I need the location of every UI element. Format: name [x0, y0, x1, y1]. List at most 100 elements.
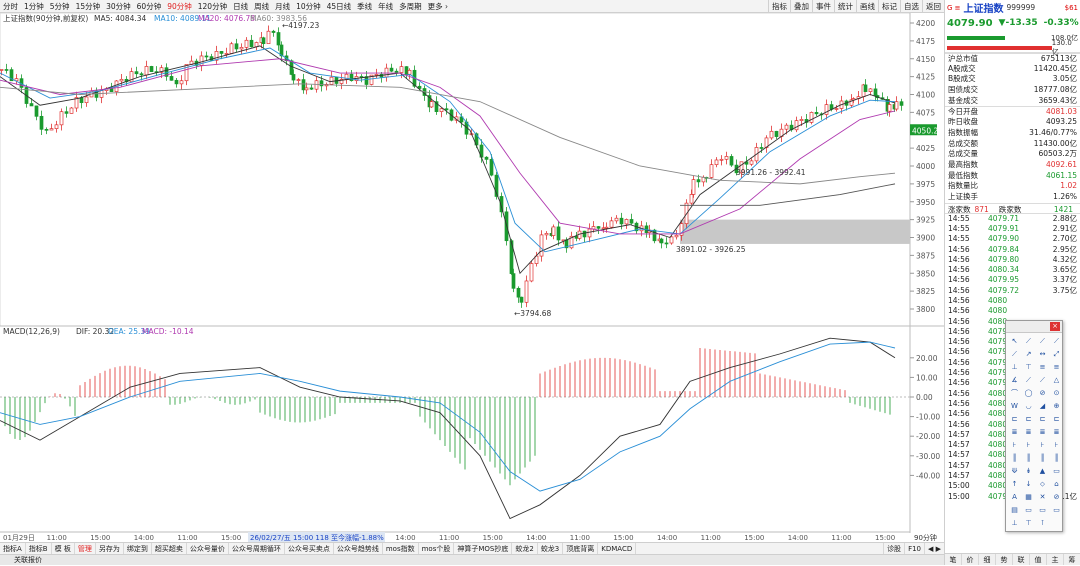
drawing-tool-icon[interactable]: ≣	[1011, 428, 1018, 436]
indicator-tab[interactable]: 模 板	[52, 542, 75, 555]
timeframe-tab[interactable]: 5分钟	[49, 1, 70, 11]
drawing-tool-icon[interactable]: ↔	[1039, 350, 1046, 358]
tool-button[interactable]: 标记	[878, 0, 900, 13]
timeframe-tab[interactable]: 90分钟	[167, 1, 192, 11]
indicator-tab[interactable]: 另存为	[96, 542, 124, 555]
drawing-tool-icon[interactable]: ≡	[1053, 363, 1060, 371]
drawing-tool-icon[interactable]: ▲	[1039, 467, 1046, 475]
drawing-tool-icon[interactable]: ↓	[1025, 480, 1032, 488]
timeframe-tab[interactable]: 30分钟	[106, 1, 131, 11]
quote-tab[interactable]: 联	[1013, 554, 1030, 565]
bottom-right-button[interactable]: ◀ ▶	[924, 543, 944, 555]
drawing-tool-icon[interactable]: ⊕	[1053, 402, 1060, 410]
drawing-tool-icon[interactable]: ✕	[1039, 493, 1046, 501]
timeframe-tab[interactable]: 年线	[378, 1, 394, 11]
drawing-tool-icon[interactable]: ⊥	[1011, 519, 1018, 527]
drawing-tool-icon[interactable]: ▦	[1025, 493, 1032, 501]
timeframe-tab[interactable]: 多周期	[399, 1, 422, 11]
indicator-tab[interactable]: 公众号买卖点	[285, 542, 334, 555]
quote-tab[interactable]: 势	[996, 554, 1013, 565]
drawing-tool-icon[interactable]: ⟋	[1040, 376, 1045, 384]
drawing-tool-icon[interactable]: ◢	[1039, 402, 1046, 410]
drawing-tool-icon[interactable]: ◯	[1024, 389, 1033, 397]
indicator-tab[interactable]: mos个股	[419, 542, 455, 555]
indicator-tab[interactable]: 公众号量价	[187, 542, 229, 555]
drawing-tool-icon[interactable]: ▤	[1011, 506, 1018, 514]
indicator-tab[interactable]: 顶底背离	[563, 542, 599, 555]
indicator-tab[interactable]: 公众号周期循环	[229, 542, 285, 555]
indicator-tab[interactable]: 指标B	[26, 542, 52, 555]
drawing-tool-icon[interactable]: ↡	[1025, 467, 1032, 475]
drawing-tool-icon[interactable]	[1050, 517, 1063, 529]
indicator-tab[interactable]: 蛟龙2	[512, 542, 538, 555]
drawing-tool-icon[interactable]: ↖	[1011, 337, 1018, 345]
timeframe-tab[interactable]: 15分钟	[75, 1, 101, 11]
drawing-tool-icon[interactable]: ≣	[1039, 428, 1046, 436]
indicator-tab[interactable]: KDMACD	[598, 542, 637, 555]
kline-chart[interactable]: 4200417541504125410040754050402540003975…	[0, 13, 944, 545]
close-icon[interactable]: ×	[1050, 322, 1060, 331]
drawing-tool-icon[interactable]: ║	[1026, 454, 1031, 462]
indicator-tab[interactable]: 超买超卖	[152, 542, 187, 555]
drawing-tool-icon[interactable]: ⌂	[1054, 480, 1059, 488]
drawing-tool-icon[interactable]: ║	[1054, 454, 1059, 462]
drawing-tool-icon[interactable]: ⟋	[1012, 350, 1017, 358]
timeframe-tab[interactable]: 更多 ›	[427, 1, 449, 11]
drawing-tool-icon[interactable]: ⊦	[1040, 441, 1045, 449]
indicator-tab[interactable]: 公众号趋势线	[334, 542, 383, 555]
drawing-tool-icon[interactable]: ⊤	[1025, 519, 1032, 527]
timeframe-tab[interactable]: 45日线	[326, 1, 352, 11]
quote-tag[interactable]: G ≡	[947, 3, 961, 12]
bottom-right-button[interactable]: 诊股	[883, 543, 904, 555]
drawing-tool-icon[interactable]: ║	[1012, 454, 1017, 462]
tool-button[interactable]: 画线	[856, 0, 878, 13]
drawing-tool-icon[interactable]: ▭	[1025, 506, 1032, 514]
timeframe-tab[interactable]: 周线	[254, 1, 270, 11]
drawing-tool-icon[interactable]: ⤢	[1053, 350, 1060, 358]
timeframe-tab[interactable]: 季线	[357, 1, 373, 11]
timeframe-tab[interactable]: 1分钟	[24, 1, 44, 11]
drawing-tool-icon[interactable]: ⊏	[1053, 415, 1060, 423]
drawing-tool-icon[interactable]: ⟱	[1011, 467, 1018, 475]
drawing-tool-icon[interactable]: ≡	[1039, 363, 1046, 371]
drawing-tool-icon[interactable]: ⊏	[1025, 415, 1032, 423]
drawing-tool-icon[interactable]: ⟋	[1040, 337, 1045, 345]
indicator-tab[interactable]: mos指数	[383, 542, 419, 555]
indicator-tab[interactable]: 管理	[75, 542, 96, 555]
quote-tab[interactable]: 细	[979, 554, 996, 565]
timeframe-tab[interactable]: 10分钟	[296, 1, 321, 11]
drawing-tool-icon[interactable]: ⊤	[1025, 363, 1032, 371]
drawing-tool-icon[interactable]: ⊺	[1040, 519, 1045, 527]
tool-button[interactable]: 自选	[900, 0, 922, 13]
kline-chart-area[interactable]: 4200417541504125410040754050402540003975…	[0, 13, 944, 542]
bottom-right-button[interactable]: F10	[904, 543, 924, 555]
drawing-tool-icon[interactable]: ⊦	[1054, 441, 1059, 449]
drawing-tool-icon[interactable]: ⊦	[1012, 441, 1017, 449]
quote-tab[interactable]: 值	[1030, 554, 1047, 565]
quote-tab[interactable]: 价	[962, 554, 979, 565]
drawing-tool-icon[interactable]: ▭	[1053, 506, 1060, 514]
drawing-tool-icon[interactable]: ▭	[1039, 506, 1046, 514]
drawing-tool-icon[interactable]: ⬦	[1040, 480, 1045, 488]
drawing-tool-icon[interactable]: ⟋	[1054, 337, 1059, 345]
tool-button[interactable]: 统计	[834, 0, 856, 13]
drawing-tool-icon[interactable]: ⊏	[1011, 415, 1018, 423]
tick-list[interactable]: 14:55 4079.71 2.88亿 14:55 4079.91 2.91亿 14:55 4…	[945, 214, 1080, 502]
drawing-tool-icon[interactable]: ⊘	[1053, 493, 1060, 501]
quote-tab[interactable]: 主	[1047, 554, 1064, 565]
indicator-tab[interactable]: 指标A	[0, 542, 26, 555]
drawing-tool-icon[interactable]: ↗	[1025, 350, 1032, 358]
drawing-tool-icon[interactable]: ⌒	[1011, 389, 1018, 397]
drawing-tool-icon[interactable]: ⊙	[1053, 389, 1060, 397]
tool-button[interactable]: 叠加	[790, 0, 812, 13]
drawing-tool-icon[interactable]: ◡	[1025, 402, 1032, 410]
drawing-tool-icon[interactable]: ⟋	[1026, 376, 1031, 384]
tool-button[interactable]: 返回	[922, 0, 944, 13]
drawing-toolbox[interactable]: × ↖ ⟋ ⟋ ⟋ ⟋ ↗ ↔ ⤢ ⊥ ⊤ ≡ ≡ ∡ ⟋ ⟋ △ ⌒ ◯ ⊘ ⊙ W ◡ ◢ ⊕ ⊏ ⊏ ⊏ ⊏ ≣ ≣ ≣ ≣ ⊦ ⊦ ⊦ ⊦ ║ ║…	[1005, 320, 1063, 532]
drawing-tool-icon[interactable]: ≣	[1025, 428, 1032, 436]
tool-button[interactable]: 事件	[812, 0, 834, 13]
indicator-tab[interactable]: 绑定到	[124, 542, 152, 555]
drawing-tool-icon[interactable]: ⊘	[1039, 389, 1046, 397]
toolbox-titlebar[interactable]: ×	[1006, 321, 1062, 333]
timeframe-tab[interactable]: 分时	[3, 1, 18, 11]
